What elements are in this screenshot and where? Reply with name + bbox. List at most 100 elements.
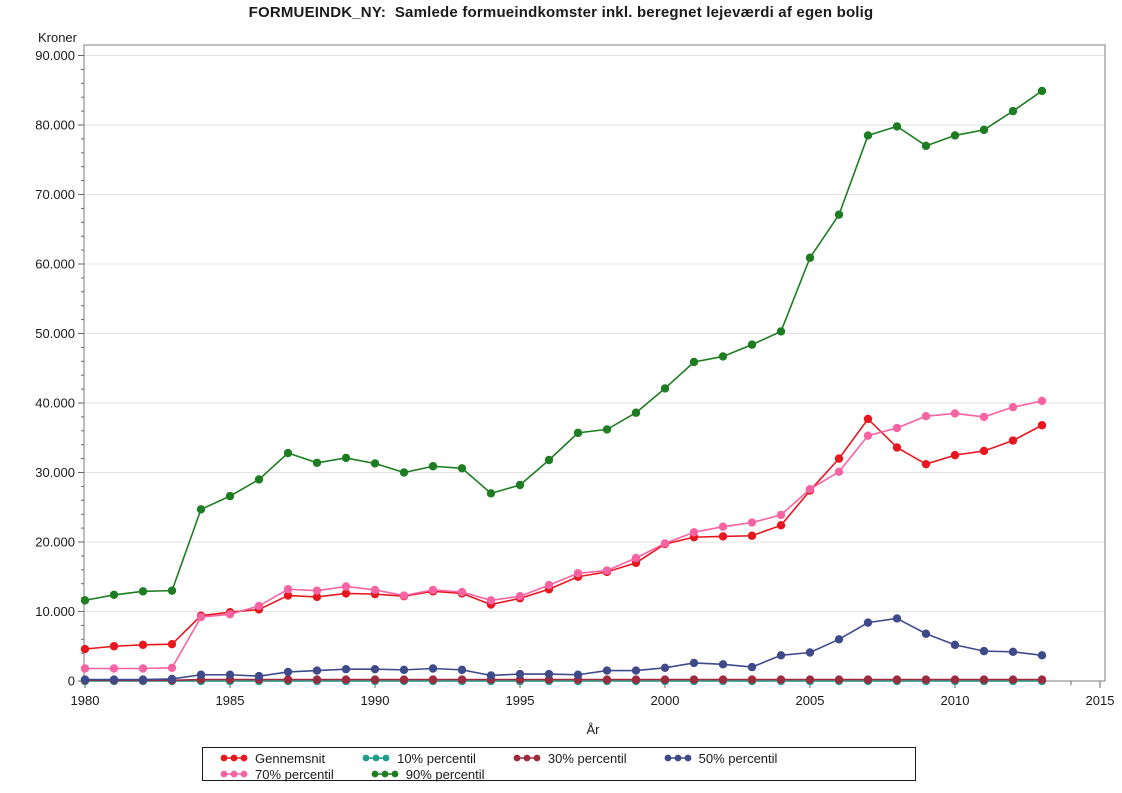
data-point (805, 484, 815, 494)
x-tick-label: 1985 (216, 693, 245, 708)
data-point (776, 675, 786, 684)
data-point (80, 644, 90, 654)
data-point (167, 663, 177, 672)
data-point (805, 675, 815, 684)
data-point (892, 122, 902, 131)
data-point (312, 666, 322, 675)
legend-label: 70% percentil (255, 766, 334, 782)
data-point (341, 453, 351, 463)
data-point (689, 528, 699, 537)
data-point (776, 510, 786, 520)
y-tick-label: 80.000 (35, 118, 75, 133)
data-point (109, 664, 119, 673)
data-point (863, 618, 873, 627)
data-point (747, 675, 757, 684)
data-point (979, 446, 989, 456)
y-axis-title: Kroner (37, 30, 77, 45)
data-point (718, 522, 728, 531)
data-point (428, 462, 438, 471)
data-point (486, 489, 496, 498)
data-point (109, 590, 119, 600)
data-point (515, 592, 525, 601)
data-point (834, 467, 844, 477)
data-point (370, 459, 380, 468)
x-tick-label: 2000 (651, 693, 680, 708)
data-point (80, 675, 90, 684)
data-point (225, 670, 235, 679)
data-point (1008, 106, 1018, 116)
data-point (80, 596, 90, 605)
data-point (138, 664, 148, 673)
data-point (399, 675, 409, 684)
data-point (196, 670, 206, 679)
plot-area: 0 10.000 20.000 30.000 40.000 50.000 60.000 70.… (35, 44, 1115, 708)
data-point (341, 664, 351, 674)
data-point (312, 586, 322, 595)
data-point (283, 448, 293, 458)
chart-title: FORMUEINDK_NY: Samlede formueindkomster … (248, 4, 874, 21)
data-point (863, 675, 873, 684)
data-point (138, 587, 148, 596)
data-point (515, 669, 525, 679)
data-point (428, 664, 438, 673)
data-point (834, 210, 844, 219)
data-point (718, 660, 728, 669)
series-line (85, 400, 1043, 670)
data-point (863, 431, 873, 440)
data-point (718, 352, 728, 361)
data-point (776, 521, 786, 530)
data-point (689, 658, 699, 668)
data-point (921, 675, 931, 684)
data-point (254, 601, 264, 611)
legend-label: 50% percentil (698, 750, 778, 766)
data-point (631, 675, 641, 684)
data-point (892, 443, 902, 452)
legend-item: 90% percentil (370, 766, 485, 782)
data-point (457, 675, 467, 684)
data-point (921, 412, 931, 421)
y-tick-label: 60.000 (35, 257, 75, 272)
data-point (312, 458, 322, 467)
data-point (689, 675, 699, 684)
data-point (196, 612, 206, 622)
data-point (834, 675, 844, 684)
data-point (631, 408, 641, 417)
data-point (167, 586, 177, 595)
data-point (950, 131, 960, 140)
data-point (979, 125, 989, 135)
data-point (921, 629, 931, 638)
legend-marker-icon (220, 754, 248, 762)
data-point (80, 664, 90, 673)
y-tick-label: 40.000 (35, 396, 75, 411)
data-point (544, 669, 554, 679)
data-point (747, 518, 757, 527)
x-tick-label: 2015 (1086, 693, 1115, 708)
data-point (979, 412, 989, 422)
series-line (84, 90, 1043, 602)
data-point (544, 455, 554, 465)
data-point (834, 635, 844, 644)
data-point (341, 582, 351, 591)
series-line (85, 617, 1043, 681)
data-point (341, 589, 351, 598)
data-point (631, 666, 641, 675)
x-tick-label: 1995 (506, 693, 535, 708)
data-point (631, 553, 641, 563)
legend-item: 50% percentil (663, 750, 778, 766)
data-point (863, 131, 873, 140)
data-point (689, 357, 699, 367)
data-point (254, 475, 264, 484)
data-point (573, 428, 583, 438)
data-point (573, 670, 583, 679)
data-point (399, 591, 409, 600)
data-point (747, 340, 757, 349)
data-point (1008, 647, 1018, 657)
data-point (1008, 436, 1018, 445)
legend-item: Gennemsnit (219, 750, 325, 766)
data-point (399, 468, 409, 477)
y-tick-label: 50.000 (35, 326, 75, 341)
data-point (225, 491, 235, 501)
data-point (515, 480, 525, 490)
legend-label: 10% percentil (397, 750, 476, 766)
